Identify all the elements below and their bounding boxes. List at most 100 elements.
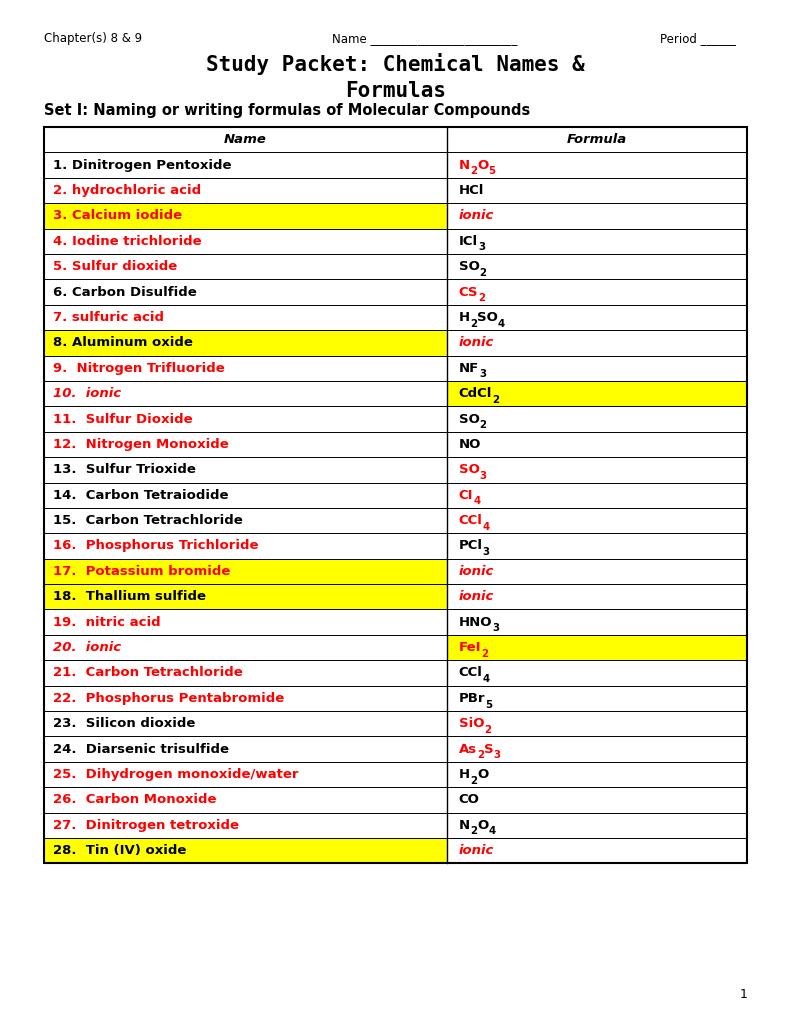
Text: 2. hydrochloric acid: 2. hydrochloric acid	[53, 184, 201, 197]
Text: 2: 2	[492, 395, 499, 404]
Text: CS: CS	[459, 286, 479, 299]
Text: O: O	[477, 159, 488, 172]
Text: 24.  Diarsenic trisulfide: 24. Diarsenic trisulfide	[53, 742, 229, 756]
Text: 20.  ionic: 20. ionic	[53, 641, 121, 654]
Bar	[44, 330, 447, 355]
Text: 18.  Thallium sulfide: 18. Thallium sulfide	[53, 590, 206, 603]
Bar	[44, 127, 747, 863]
Text: Set I: Naming or writing formulas of Molecular Compounds: Set I: Naming or writing formulas of Mol…	[44, 103, 530, 119]
Text: ionic: ionic	[459, 336, 494, 349]
Text: 3: 3	[492, 624, 499, 633]
Text: 7. sulfuric acid: 7. sulfuric acid	[53, 311, 164, 324]
Text: 2: 2	[479, 293, 486, 303]
Text: 2: 2	[481, 649, 488, 658]
Text: 16.  Phosphorus Trichloride: 16. Phosphorus Trichloride	[53, 540, 259, 553]
Text: 3: 3	[478, 243, 485, 252]
Text: 23.  Silicon dioxide: 23. Silicon dioxide	[53, 717, 195, 730]
Bar	[44, 559, 447, 584]
Text: 2: 2	[470, 318, 477, 329]
Text: 8. Aluminum oxide: 8. Aluminum oxide	[53, 336, 193, 349]
Text: 2: 2	[470, 826, 477, 837]
Text: Chapter(s) 8 & 9: Chapter(s) 8 & 9	[44, 32, 142, 45]
Text: 1. Dinitrogen Pentoxide: 1. Dinitrogen Pentoxide	[53, 159, 232, 172]
Text: 22.  Phosphorus Pentabromide: 22. Phosphorus Pentabromide	[53, 692, 284, 705]
Text: HNO: HNO	[459, 615, 492, 629]
Text: H: H	[459, 768, 470, 781]
Text: O: O	[477, 768, 488, 781]
Text: CdCl: CdCl	[459, 387, 492, 400]
Text: Formula: Formula	[567, 133, 627, 146]
Text: N: N	[459, 159, 470, 172]
Text: CCl: CCl	[459, 667, 483, 680]
Bar	[447, 381, 747, 407]
Text: FeI: FeI	[459, 641, 481, 654]
Text: CO: CO	[459, 794, 479, 807]
Text: 4: 4	[483, 674, 490, 684]
Text: 5: 5	[486, 699, 493, 710]
Text: 9.  Nitrogen Trifluoride: 9. Nitrogen Trifluoride	[53, 361, 225, 375]
Text: ionic: ionic	[459, 209, 494, 222]
Text: SO: SO	[459, 413, 479, 426]
Text: ionic: ionic	[459, 844, 494, 857]
Text: 19.  nitric acid: 19. nitric acid	[53, 615, 161, 629]
Text: CCl: CCl	[459, 514, 483, 527]
Text: 14.  Carbon Tetraiodide: 14. Carbon Tetraiodide	[53, 488, 229, 502]
Text: 3: 3	[479, 471, 486, 481]
Text: 21.  Carbon Tetrachloride: 21. Carbon Tetrachloride	[53, 667, 243, 680]
Text: 10.  ionic: 10. ionic	[53, 387, 121, 400]
Text: S: S	[484, 742, 494, 756]
Text: 3: 3	[494, 751, 501, 760]
Text: CI: CI	[459, 488, 473, 502]
Text: As: As	[459, 742, 477, 756]
Text: Period ______: Period ______	[660, 32, 736, 45]
Text: 4: 4	[483, 522, 490, 531]
Text: ionic: ionic	[459, 590, 494, 603]
Text: 5: 5	[488, 166, 495, 176]
Text: 12.  Nitrogen Monoxide: 12. Nitrogen Monoxide	[53, 438, 229, 451]
Text: 4: 4	[488, 826, 495, 837]
Text: 5. Sulfur dioxide: 5. Sulfur dioxide	[53, 260, 177, 273]
Text: 4: 4	[473, 497, 480, 506]
Text: 3: 3	[483, 547, 490, 557]
Text: 2: 2	[470, 776, 477, 785]
Text: 3. Calcium iodide: 3. Calcium iodide	[53, 209, 182, 222]
Text: 4: 4	[498, 318, 505, 329]
Text: 25.  Dihydrogen monoxide/water: 25. Dihydrogen monoxide/water	[53, 768, 298, 781]
Text: 1: 1	[740, 988, 747, 1001]
Text: ionic: ionic	[459, 565, 494, 578]
Text: 11.  Sulfur Dioxide: 11. Sulfur Dioxide	[53, 413, 193, 426]
Text: NF: NF	[459, 361, 479, 375]
Text: SO: SO	[459, 463, 479, 476]
Text: Name: Name	[224, 133, 267, 146]
Text: 27.  Dinitrogen tetroxide: 27. Dinitrogen tetroxide	[53, 819, 239, 831]
Bar	[44, 838, 447, 863]
Text: Formulas: Formulas	[345, 81, 446, 101]
Text: 2: 2	[477, 751, 484, 760]
Bar	[447, 635, 747, 660]
Text: SO: SO	[477, 311, 498, 324]
Text: SiO: SiO	[459, 717, 484, 730]
Text: O: O	[477, 819, 488, 831]
Text: H: H	[459, 311, 470, 324]
Text: SO: SO	[459, 260, 479, 273]
Text: Study Packet: Chemical Names &: Study Packet: Chemical Names &	[206, 53, 585, 75]
Text: 13.  Sulfur Trioxide: 13. Sulfur Trioxide	[53, 463, 196, 476]
Text: NO: NO	[459, 438, 481, 451]
Text: 2: 2	[484, 725, 491, 735]
Text: 17.  Potassium bromide: 17. Potassium bromide	[53, 565, 230, 578]
Text: 2: 2	[479, 420, 486, 430]
Bar	[44, 584, 447, 609]
Text: 26.  Carbon Monoxide: 26. Carbon Monoxide	[53, 794, 217, 807]
Text: 28.  Tin (IV) oxide: 28. Tin (IV) oxide	[53, 844, 187, 857]
Text: 6. Carbon Disulfide: 6. Carbon Disulfide	[53, 286, 197, 299]
Text: Name _________________________: Name _________________________	[332, 32, 517, 45]
Text: 4. Iodine trichloride: 4. Iodine trichloride	[53, 234, 202, 248]
Text: 2: 2	[479, 268, 486, 278]
Text: 15.  Carbon Tetrachloride: 15. Carbon Tetrachloride	[53, 514, 243, 527]
Text: 3: 3	[479, 370, 486, 379]
Bar	[44, 203, 447, 228]
Text: HCl: HCl	[459, 184, 484, 197]
Text: PBr: PBr	[459, 692, 486, 705]
Text: PCl: PCl	[459, 540, 483, 553]
Text: N: N	[459, 819, 470, 831]
